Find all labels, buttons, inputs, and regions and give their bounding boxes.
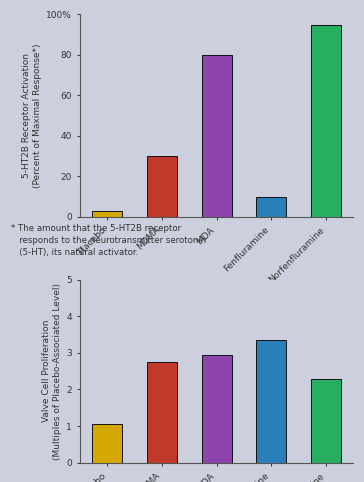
Y-axis label: 5-HT2B Receptor Activation
(Percent of Maximal Response*): 5-HT2B Receptor Activation (Percent of M… — [22, 43, 42, 188]
Bar — [256, 340, 286, 463]
Bar — [202, 55, 232, 217]
Bar — [256, 197, 286, 217]
Bar — [202, 355, 232, 463]
Y-axis label: Valve Cell Proliferation
(Multiples of Placebo-Associated Level): Valve Cell Proliferation (Multiples of P… — [43, 282, 62, 460]
Bar — [147, 362, 177, 463]
Bar — [92, 211, 122, 217]
Bar — [92, 424, 122, 463]
Text: * The amount that the 5-HT2B receptor
   responds to the neurotransmitter seroto: * The amount that the 5-HT2B receptor re… — [11, 224, 206, 257]
Bar — [311, 379, 341, 463]
Bar — [311, 25, 341, 217]
Bar — [147, 156, 177, 217]
